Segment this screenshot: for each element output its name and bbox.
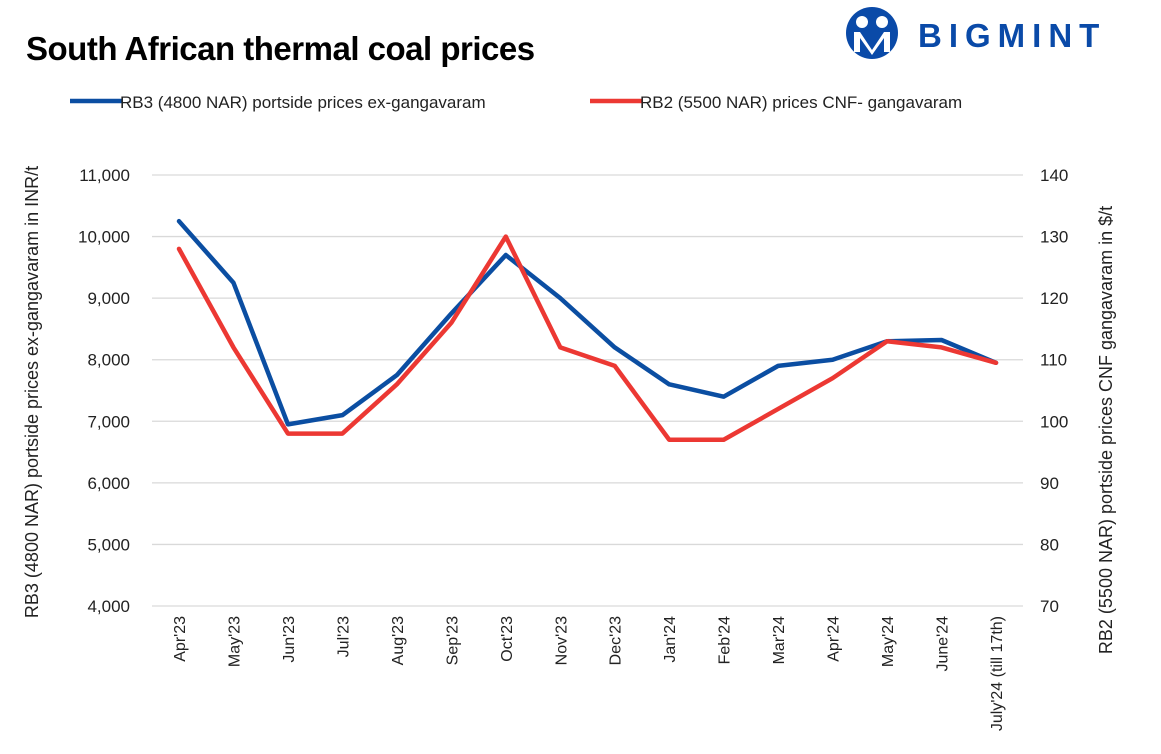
logo-icon	[846, 7, 898, 59]
series-line-2	[176, 234, 999, 443]
y2-tick-label: 110	[1040, 351, 1067, 370]
y2-tick-label: 140	[1040, 166, 1068, 185]
x-tick-label: Jun'23	[281, 616, 298, 663]
x-tick-label: Feb'24	[717, 616, 734, 665]
y-tick-label: 8,000	[87, 351, 130, 370]
y-tick-label: 9,000	[87, 289, 130, 308]
y2-tick-label: 80	[1040, 535, 1059, 554]
y2-tick-label: 130	[1040, 228, 1068, 247]
y-tick-label: 6,000	[87, 474, 130, 493]
x-tick-label: Sep'23	[444, 616, 461, 665]
x-tick-label: May'23	[226, 616, 243, 667]
y-tick-label: 7,000	[87, 412, 130, 431]
x-tick-label: Nov'23	[553, 616, 570, 665]
x-tick-label: Dec'23	[608, 616, 625, 665]
x-tick-label: Apr'24	[826, 616, 843, 662]
x-tick-label: Oct'23	[499, 616, 516, 662]
x-tick-label: Jul'23	[335, 616, 352, 657]
bigmint-logo: BIGMINT	[840, 5, 1155, 60]
chart-title: South African thermal coal prices	[26, 30, 535, 67]
y2-tick-label: 100	[1040, 412, 1068, 431]
y-tick-label: 4,000	[87, 597, 130, 616]
y2-tick-label: 90	[1040, 474, 1059, 493]
y-tick-label: 10,000	[78, 228, 130, 247]
x-tick-label: Mar'24	[771, 616, 788, 665]
x-tick-label: May'24	[880, 616, 897, 667]
x-tick-label: Apr'23	[172, 616, 189, 662]
y-axis-label: RB3 (4800 NAR) portside prices ex-gangav…	[22, 166, 42, 618]
series-line-1	[176, 218, 999, 427]
legend-label: RB3 (4800 NAR) portside prices ex-gangav…	[120, 93, 486, 112]
y-tick-label: 5,000	[87, 535, 130, 554]
x-tick-label: Aug'23	[390, 616, 407, 665]
y2-tick-label: 70	[1040, 597, 1059, 616]
x-tick-label: Jan'24	[662, 616, 679, 663]
x-tick-label: July'24 (till 17th)	[989, 616, 1006, 731]
legend-label: RB2 (5500 NAR) prices CNF- gangavaram	[640, 93, 962, 112]
y2-tick-label: 120	[1040, 289, 1068, 308]
y2-axis-label: RB2 (5500 NAR) portside prices CNF ganga…	[1096, 206, 1116, 654]
y-tick-label: 11,000	[79, 166, 130, 185]
logo-text: BIGMINT	[918, 17, 1107, 54]
x-tick-label: June'24	[935, 616, 952, 672]
